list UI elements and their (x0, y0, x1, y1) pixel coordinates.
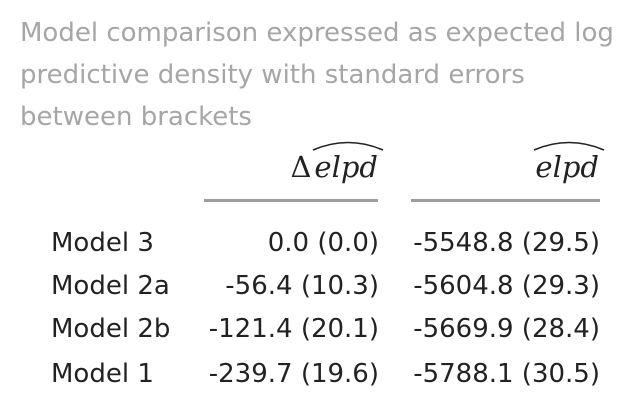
column-header-elpd: elpd (411, 141, 605, 196)
delta-elpd-cell: -56.4 (10.3) (225, 271, 379, 301)
table-caption: Model comparison expressed as expected l… (20, 18, 614, 132)
elpd-text: elpd (535, 150, 599, 184)
elpd-cell: -5788.1 (30.5) (413, 359, 600, 389)
hat-accent-icon (313, 141, 384, 151)
hat-accent-icon (534, 141, 605, 151)
elpd-cell: -5548.8 (29.5) (413, 228, 600, 258)
elpd-hat-symbol: elpd (313, 141, 384, 184)
elpd-text: elpd (314, 150, 378, 184)
header-rule-col2 (411, 199, 600, 202)
delta-elpd-cell: 0.0 (0.0) (267, 228, 379, 258)
delta-elpd-cell: -121.4 (20.1) (208, 314, 379, 344)
elpd-cell: -5604.8 (29.3) (413, 271, 600, 301)
row-label: Model 3 (51, 228, 154, 258)
row-label: Model 1 (51, 359, 154, 389)
table-row: Model 2a -56.4 (10.3) -5604.8 (29.3) (0, 271, 642, 315)
table-row: Model 1 -239.7 (19.6) -5788.1 (30.5) (0, 359, 642, 403)
elpd-hat-symbol: elpd (534, 141, 605, 184)
header-rule-col1 (204, 199, 378, 202)
elpd-cell: -5669.9 (28.4) (413, 314, 600, 344)
delta-symbol: Δ (290, 150, 312, 184)
row-label: Model 2a (51, 271, 170, 301)
table-row: Model 3 0.0 (0.0) -5548.8 (29.5) (0, 228, 642, 272)
table-row: Model 2b -121.4 (20.1) -5669.9 (28.4) (0, 314, 642, 358)
row-label: Model 2b (51, 314, 171, 344)
delta-elpd-cell: -239.7 (19.6) (208, 359, 379, 389)
